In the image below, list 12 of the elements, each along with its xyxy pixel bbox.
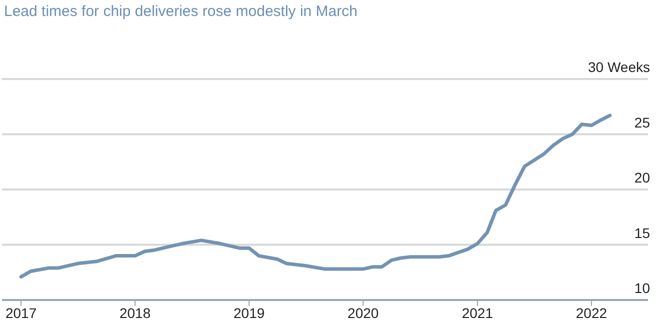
y-tick-label: 10 (634, 280, 650, 296)
x-tick-label: 2017 (5, 304, 37, 321)
y-tick-label: 30 Weeks (588, 59, 650, 75)
x-tick-label: 2022 (576, 304, 608, 321)
x-tick-label: 2020 (348, 304, 379, 321)
x-tick-label: 2021 (462, 304, 494, 321)
chart-title: Lead times for chip deliveries rose modestly in March (4, 3, 358, 20)
x-tick-label: 2019 (234, 304, 265, 321)
y-tick-label: 15 (634, 224, 650, 241)
y-tick-label: 20 (634, 170, 650, 186)
x-tick-label: 2018 (119, 304, 151, 321)
y-tick-label: 25 (634, 114, 650, 130)
